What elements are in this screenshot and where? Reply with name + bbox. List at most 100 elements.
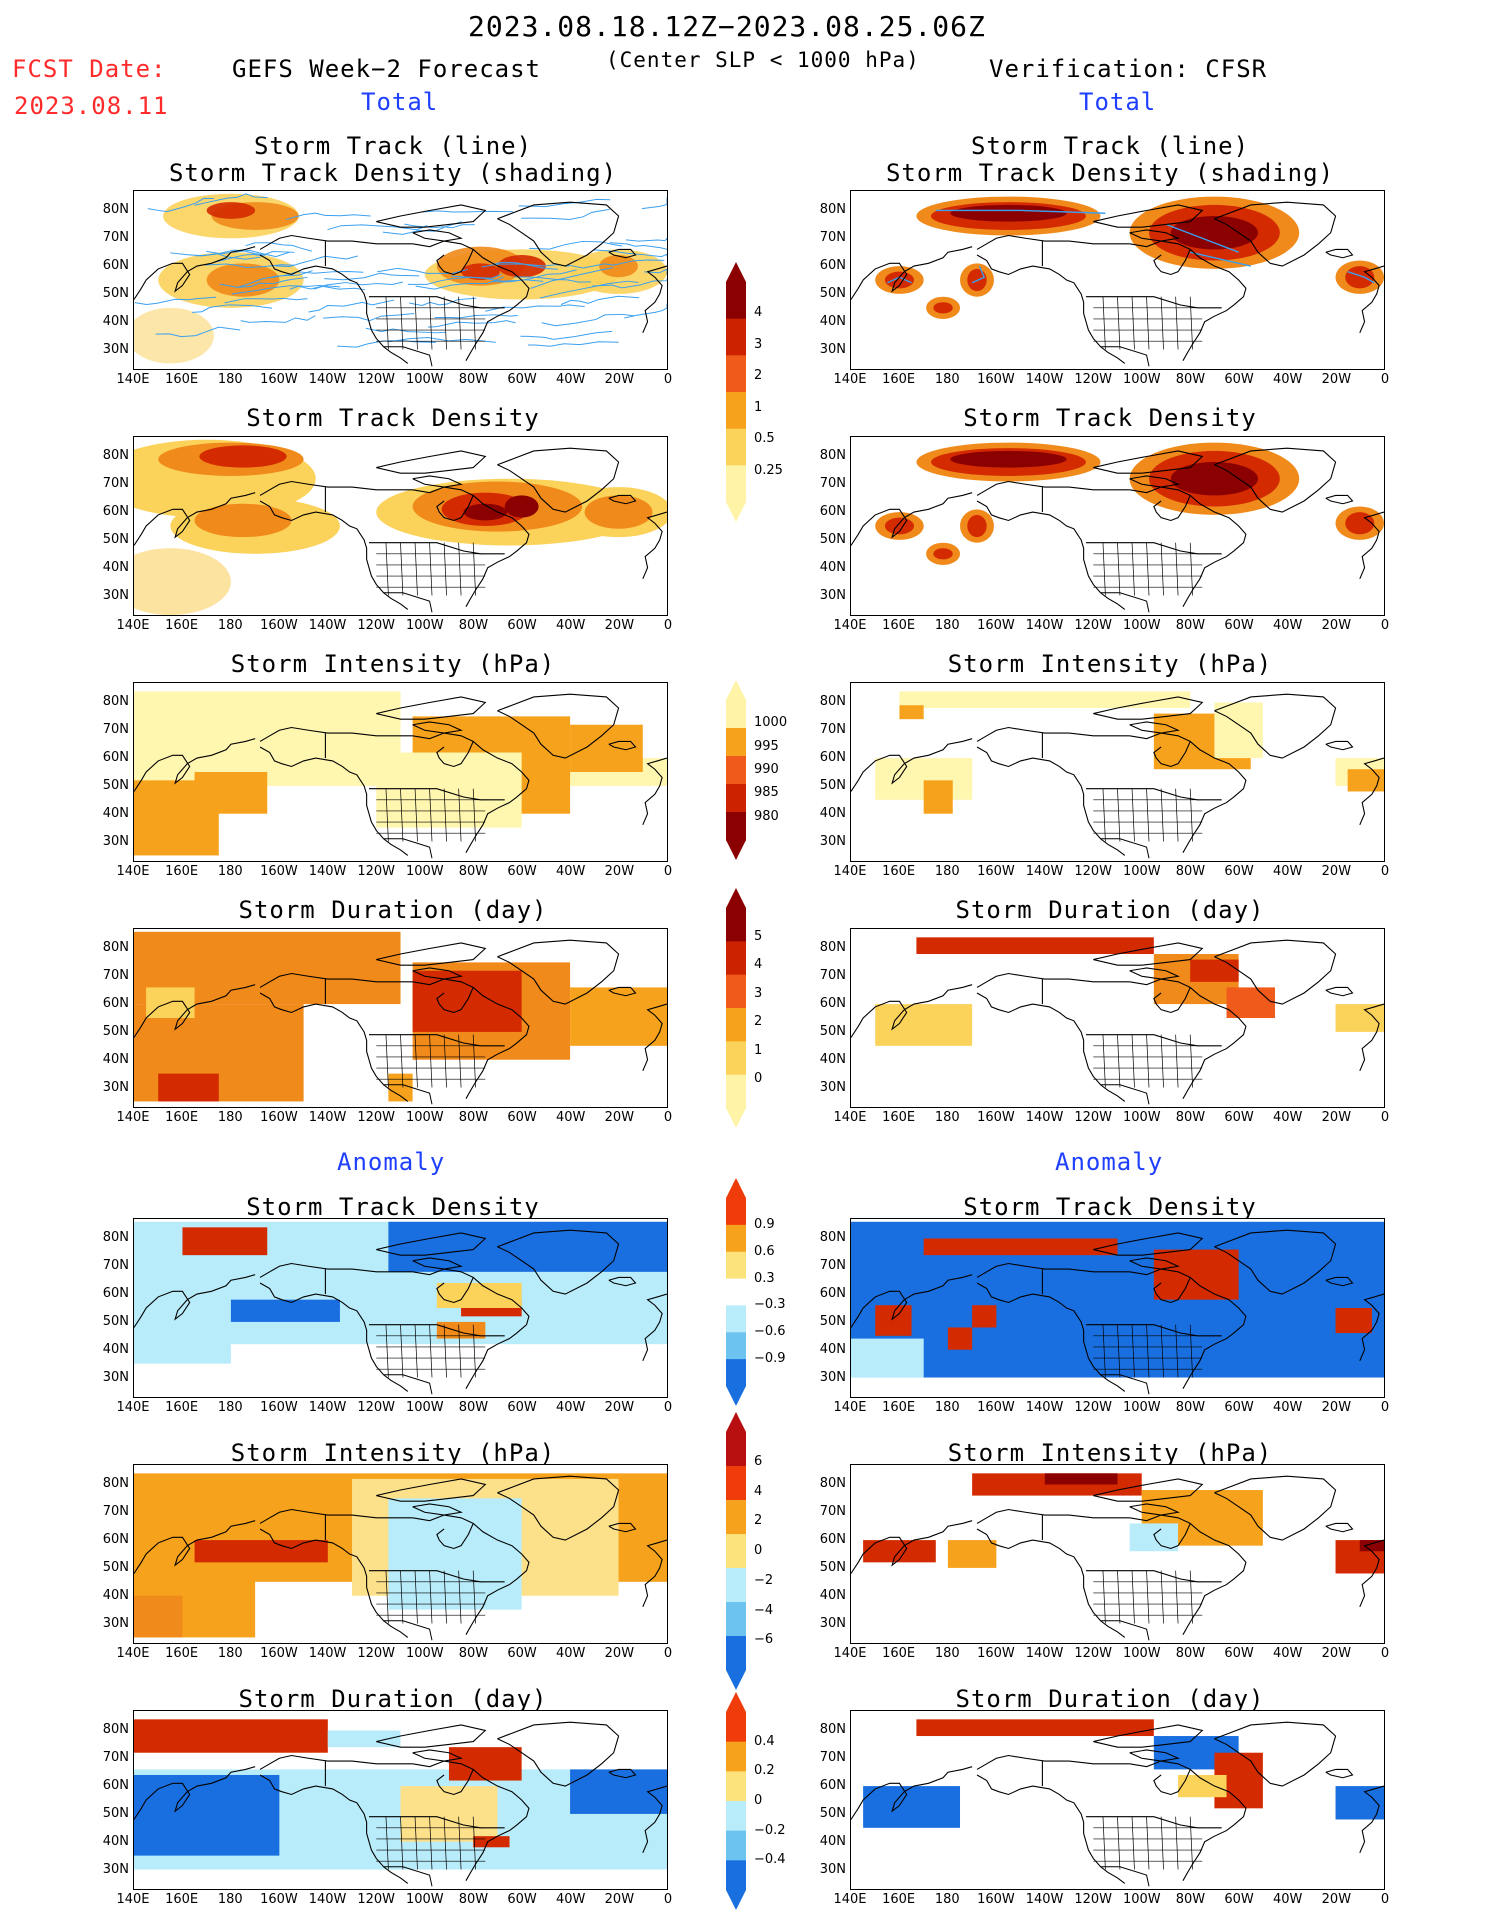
lat-tick-label: 50N — [812, 532, 846, 547]
lon-tick-label: 0 — [648, 1110, 688, 1125]
lat-tick-label: 50N — [95, 1806, 129, 1821]
colorbar-duration-total: 543210 — [724, 888, 748, 1132]
lon-tick-label: 0 — [648, 1892, 688, 1907]
lon-tick-label: 40W — [551, 864, 591, 879]
lat-tick-label: 60N — [812, 258, 846, 273]
map-cfsr-density: 80N 70N 60N 50N 40N 30N 140E 160E 180 160W 140W 120… — [850, 436, 1385, 616]
lon-tick-label: 40W — [551, 1400, 591, 1415]
lat-tick-label: 30N — [95, 1862, 129, 1877]
lon-tick-label: 140W — [308, 1400, 348, 1415]
lon-tick-label: 160E — [879, 864, 919, 879]
lon-tick-label: 120W — [1073, 864, 1113, 879]
colorbar-tick-label: 6 — [754, 1454, 762, 1469]
lon-tick-label: 140W — [1025, 1110, 1065, 1125]
lat-tick-label: 40N — [812, 806, 846, 821]
lon-tick-label: 160E — [162, 864, 202, 879]
title-right-anom-density: Storm Track Density — [850, 1193, 1370, 1221]
right-verification-title: Verification: CFSR — [989, 55, 1267, 83]
lon-tick-label: 60W — [1219, 618, 1259, 633]
lon-tick-label: 40W — [1268, 1892, 1308, 1907]
lon-tick-label: 0 — [1365, 1646, 1405, 1661]
lon-tick-label: 160E — [879, 1646, 919, 1661]
lon-tick-label: 140E — [113, 864, 153, 879]
lat-tick-label: 80N — [95, 1722, 129, 1737]
lat-tick-label: 40N — [95, 1342, 129, 1357]
lat-tick-label: 40N — [812, 1834, 846, 1849]
lon-tick-label: 60W — [1219, 1892, 1259, 1907]
colorbar-tick-label: 980 — [754, 809, 779, 824]
lon-tick-label: 180 — [927, 1646, 967, 1661]
lon-tick-label: 180 — [210, 372, 250, 387]
lat-tick-label: 30N — [812, 1080, 846, 1095]
lat-tick-label: 50N — [95, 1560, 129, 1575]
lat-tick-label: 40N — [95, 1588, 129, 1603]
left-total-heading: Total — [361, 88, 438, 116]
lat-tick-label: 80N — [95, 202, 129, 217]
lon-tick-label: 80W — [453, 1646, 493, 1661]
lon-tick-label: 80W — [453, 1110, 493, 1125]
lon-tick-label: 140W — [308, 372, 348, 387]
lon-tick-label: 160E — [162, 1892, 202, 1907]
lon-tick-label: 180 — [210, 1892, 250, 1907]
colorbar-tick-label: −0.2 — [754, 1823, 786, 1838]
lon-tick-label: 140E — [113, 1892, 153, 1907]
lat-tick-label: 70N — [812, 230, 846, 245]
lon-tick-label: 180 — [210, 1400, 250, 1415]
colorbar-tick-label: 4 — [754, 957, 762, 972]
lat-tick-label: 70N — [95, 230, 129, 245]
lon-tick-label: 100W — [1122, 618, 1162, 633]
lat-tick-label: 70N — [812, 968, 846, 983]
colorbar-tick-label: 2 — [754, 1513, 762, 1528]
lat-tick-label: 40N — [95, 560, 129, 575]
lat-tick-label: 70N — [95, 1504, 129, 1519]
lon-tick-label: 100W — [1122, 864, 1162, 879]
colorbar-tick-label: 0.5 — [754, 431, 775, 446]
lon-tick-label: 60W — [502, 1110, 542, 1125]
lat-tick-label: 30N — [812, 1862, 846, 1877]
lon-tick-label: 20W — [1316, 372, 1356, 387]
lat-tick-label: 80N — [95, 1476, 129, 1491]
lon-tick-label: 40W — [1268, 1646, 1308, 1661]
lat-tick-label: 50N — [95, 286, 129, 301]
lon-tick-label: 60W — [502, 372, 542, 387]
lon-tick-label: 140E — [113, 1646, 153, 1661]
lon-tick-label: 160E — [879, 618, 919, 633]
lon-tick-label: 140E — [113, 618, 153, 633]
title-right-density: Storm Track Density — [850, 404, 1370, 432]
lon-tick-label: 100W — [405, 1646, 445, 1661]
lon-tick-label: 40W — [1268, 1110, 1308, 1125]
lat-tick-label: 80N — [812, 1722, 846, 1737]
colorbar-tick-label: 5 — [754, 929, 762, 944]
lon-tick-label: 100W — [1122, 1110, 1162, 1125]
lat-tick-label: 40N — [812, 560, 846, 575]
lon-tick-label: 140E — [830, 1892, 870, 1907]
map-fcst-anom-intensity-canvas — [133, 1464, 668, 1644]
lon-tick-label: 80W — [1170, 618, 1210, 633]
lon-tick-label: 20W — [1316, 618, 1356, 633]
lat-tick-label: 50N — [812, 1806, 846, 1821]
lon-tick-label: 180 — [210, 618, 250, 633]
lon-tick-label: 20W — [599, 864, 639, 879]
lon-tick-label: 140W — [1025, 1646, 1065, 1661]
lon-tick-label: 140W — [1025, 1400, 1065, 1415]
lat-tick-label: 60N — [812, 750, 846, 765]
map-cfsr-anom-duration-canvas — [850, 1710, 1385, 1890]
lon-tick-label: 160E — [879, 1400, 919, 1415]
lon-tick-label: 20W — [599, 618, 639, 633]
map-cfsr-intensity: 80N 70N 60N 50N 40N 30N 140E 160E 180 160W 140W 120… — [850, 682, 1385, 862]
colorbar-tick-label: −4 — [754, 1603, 773, 1618]
lon-tick-label: 80W — [1170, 864, 1210, 879]
title-left-density: Storm Track Density — [133, 404, 653, 432]
title-right-intensity: Storm Intensity (hPa) — [850, 650, 1370, 678]
lat-tick-label: 50N — [812, 286, 846, 301]
lat-tick-label: 70N — [812, 1750, 846, 1765]
title-left-track-line: Storm Track (line) — [133, 132, 653, 160]
lat-tick-label: 70N — [95, 476, 129, 491]
lon-tick-label: 20W — [599, 1110, 639, 1125]
lon-tick-label: 160W — [976, 864, 1016, 879]
lon-tick-label: 120W — [356, 1110, 396, 1125]
lon-tick-label: 140E — [113, 372, 153, 387]
lon-tick-label: 140W — [308, 864, 348, 879]
lat-tick-label: 70N — [95, 968, 129, 983]
lat-tick-label: 70N — [812, 476, 846, 491]
